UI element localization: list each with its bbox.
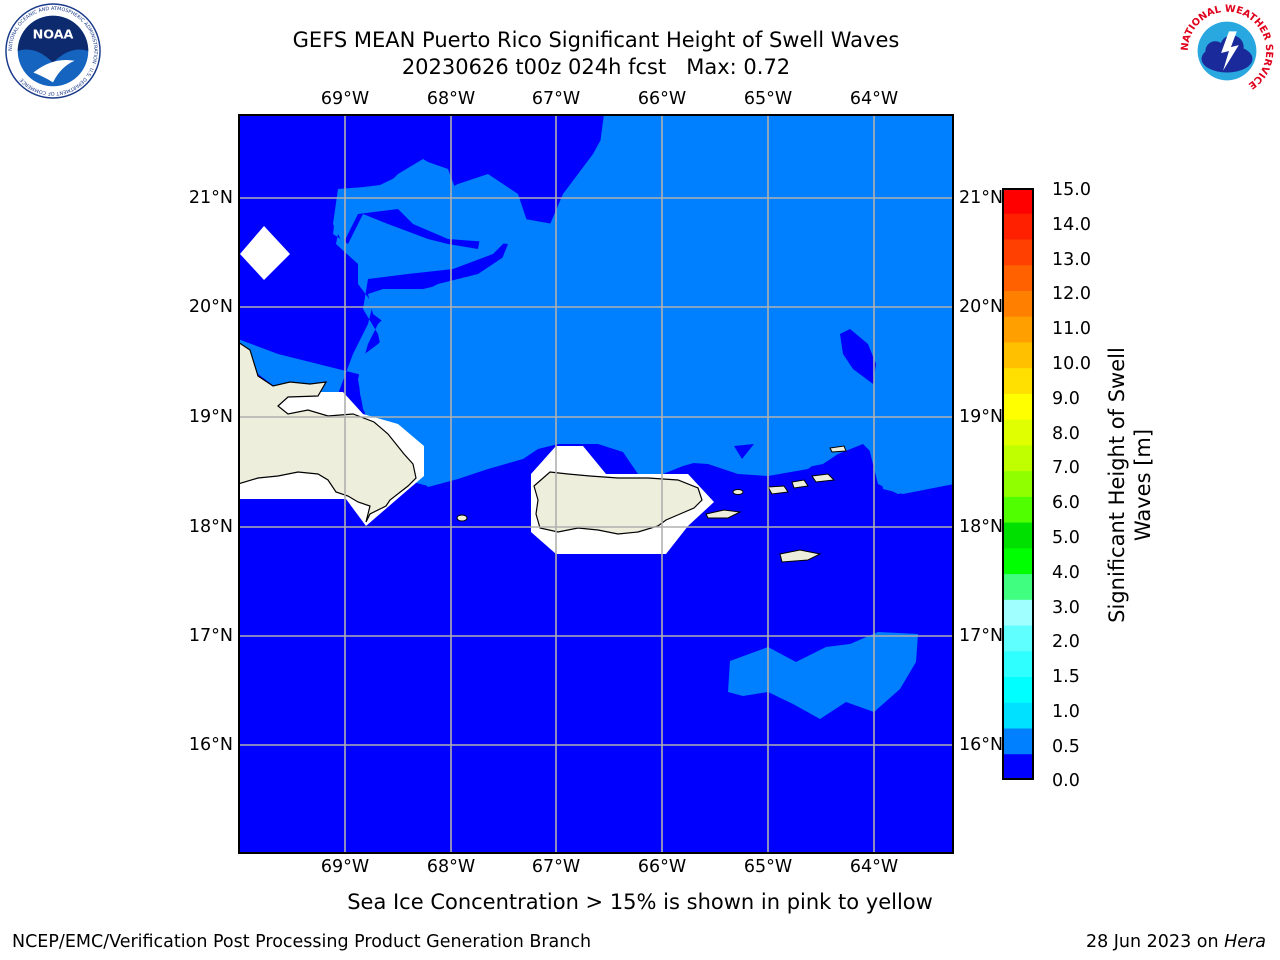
colorbar-segment [1002, 342, 1034, 369]
lon-tick-top: 65°W [743, 89, 793, 109]
lon-tick-bottom: 66°W [637, 857, 687, 877]
lon-tick-bottom: 64°W [849, 857, 899, 877]
colorbar-segment [1002, 290, 1034, 318]
lat-tick-left: 21°N [188, 188, 233, 208]
colorbar-tick: 8.0 [1052, 424, 1080, 444]
sea-ice-note: Sea Ice Concentration > 15% is shown in … [347, 890, 933, 914]
lon-tick-bottom: 65°W [743, 857, 793, 877]
lon-tick-bottom: 68°W [426, 857, 476, 877]
colorbar-title: Significant Height of Swell Waves [m] [1105, 347, 1155, 623]
colorbar-segment [1002, 393, 1034, 421]
nws-logo-icon: NATIONAL WEATHER SERVICE [1180, 4, 1274, 99]
noaa-logo-text: NOAA [33, 27, 74, 42]
colorbar-tick: 5.0 [1052, 528, 1080, 548]
graticule [238, 114, 954, 854]
colorbar-segment [1002, 702, 1034, 730]
mask-diamond [240, 226, 290, 280]
lat-tick-right: 17°N [959, 626, 1004, 646]
colorbar-tick: 0.5 [1052, 737, 1080, 757]
colorbar-segment [1002, 625, 1034, 652]
colorbar-tick: 10.0 [1052, 354, 1091, 374]
colorbar-segment [1002, 188, 1034, 215]
colorbar-segment [1002, 213, 1034, 240]
colorbar-tick: 7.0 [1052, 458, 1080, 478]
puerto-rico-land [533, 471, 703, 535]
lon-tick-top: 68°W [426, 89, 476, 109]
colorbar-tick: 12.0 [1052, 284, 1091, 304]
lat-tick-right: 19°N [959, 407, 1004, 427]
lat-tick-right: 21°N [959, 188, 1004, 208]
mona-island [456, 514, 468, 522]
footer-credit: NCEP/EMC/Verification Post Processing Pr… [12, 932, 592, 952]
colorbar-segment [1002, 651, 1034, 678]
noaa-logo-icon: NOAA NATIONAL OCEANIC AND ATMOSPHERIC AD… [5, 3, 101, 99]
colorbar-segment [1002, 574, 1034, 601]
footer-date: 28 Jun 2023 on Hera [1086, 932, 1266, 952]
colorbar-tick: 6.0 [1052, 493, 1080, 513]
lat-tick-right: 16°N [959, 735, 1004, 755]
colorbar-segment [1002, 419, 1034, 446]
anegada-island [829, 445, 847, 453]
lon-tick-bottom: 69°W [320, 857, 370, 877]
map-panel [238, 114, 954, 854]
colorbar-segment [1002, 239, 1034, 266]
colorbar-segment [1002, 471, 1034, 498]
footer-date-text: 28 Jun 2023 on [1085, 932, 1225, 952]
lon-tick-top: 67°W [531, 89, 581, 109]
colorbar-tick: 2.0 [1052, 632, 1080, 652]
colorbar-segment [1002, 496, 1034, 524]
colorbar-tick: 1.5 [1052, 667, 1080, 687]
swell-patch-dark [840, 329, 876, 384]
colorbar-segment [1002, 316, 1034, 343]
colorbar-segment [1002, 548, 1034, 575]
lat-tick-left: 20°N [188, 297, 233, 317]
lat-tick-left: 18°N [188, 517, 233, 537]
colorbar-segment [1002, 265, 1034, 292]
colorbar-tick: 0.0 [1052, 771, 1080, 791]
colorbar-segment [1002, 445, 1034, 472]
footer-host: Hera [1224, 932, 1266, 952]
swell-region-north-core [333, 114, 954, 494]
colorbar-border [1002, 188, 1034, 780]
chart-subtitle: 20230626 t00z 024h fcst Max: 0.72 [401, 55, 791, 79]
colorbar-tick: 14.0 [1052, 215, 1091, 235]
st-croix-island [779, 549, 822, 563]
colorbar-tick: 11.0 [1052, 319, 1091, 339]
culebra-island [732, 489, 744, 495]
lon-tick-top: 64°W [849, 89, 899, 109]
hispaniola-land [238, 341, 417, 523]
colorbar-tick: 1.0 [1052, 702, 1080, 722]
colorbar-segment [1002, 368, 1034, 395]
colorbar-tick: 9.0 [1052, 389, 1080, 409]
swell-notch-dark [734, 444, 754, 459]
lon-tick-top: 69°W [320, 89, 370, 109]
st-john-island [791, 479, 809, 489]
chart-title: GEFS MEAN Puerto Rico Significant Height… [292, 28, 900, 52]
vieques-island [705, 509, 742, 519]
colorbar-segment [1002, 754, 1034, 780]
lat-tick-left: 16°N [188, 735, 233, 755]
lon-tick-top: 66°W [637, 89, 687, 109]
colorbar-segment [1002, 728, 1034, 755]
st-thomas-island [767, 485, 789, 495]
map-border [238, 114, 954, 854]
colorbar-tick: 15.0 [1052, 180, 1091, 200]
lat-tick-left: 17°N [188, 626, 233, 646]
map-canvas [238, 114, 954, 854]
lon-tick-bottom: 67°W [531, 857, 581, 877]
colorbar [1002, 188, 1034, 780]
colorbar-segment [1002, 599, 1034, 627]
swell-region-southeast [728, 632, 918, 719]
colorbar-segment [1002, 522, 1034, 549]
colorbar-tick: 3.0 [1052, 598, 1080, 618]
lat-tick-right: 20°N [959, 297, 1004, 317]
colorbar-segment [1002, 677, 1034, 704]
lat-tick-right: 18°N [959, 517, 1004, 537]
colorbar-tick: 13.0 [1052, 250, 1091, 270]
lat-tick-left: 19°N [188, 407, 233, 427]
tortola-island [811, 473, 836, 483]
colorbar-tick: 4.0 [1052, 563, 1080, 583]
